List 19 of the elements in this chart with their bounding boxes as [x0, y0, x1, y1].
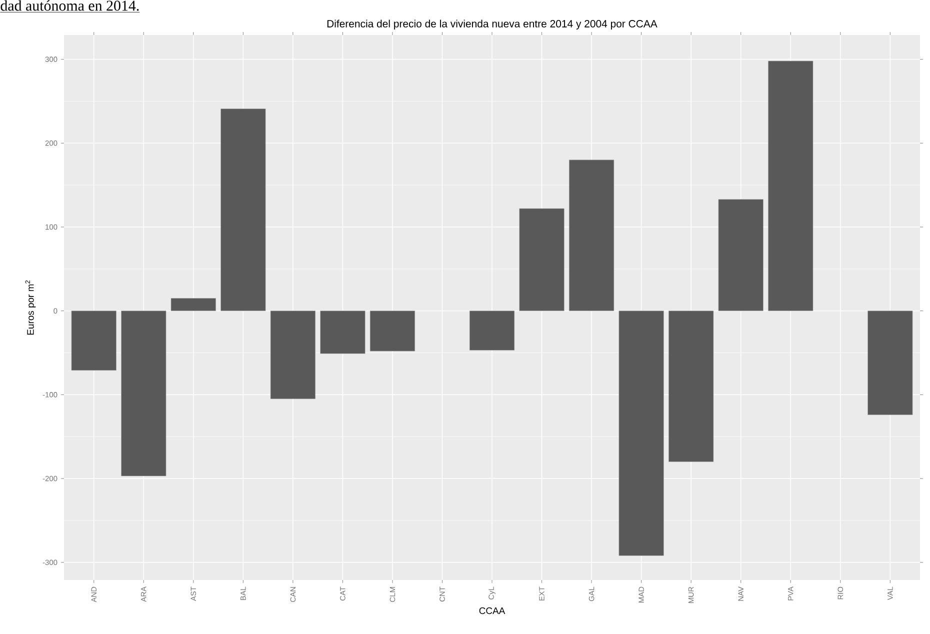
bar [469, 310, 515, 350]
bar [170, 298, 216, 311]
bar [768, 60, 814, 311]
bar [519, 208, 564, 311]
y-axis-title: Euros por m$^{2}$ [25, 280, 36, 335]
bar [668, 310, 714, 462]
bar [270, 310, 316, 400]
x-axis-title: CCAA [479, 607, 506, 614]
bar [320, 310, 366, 354]
bar [618, 310, 664, 556]
bar [568, 160, 614, 311]
bar [868, 310, 913, 415]
bar [121, 310, 166, 476]
bar [370, 310, 416, 352]
text: dad autónoma en 2014. [0, 0, 139, 11]
chart-title: Diferencia del precio de la vivienda nueva entre 2014 y 2004 por CCAA [327, 20, 658, 30]
bar [718, 199, 764, 311]
bar [220, 108, 266, 311]
bar [71, 310, 116, 371]
